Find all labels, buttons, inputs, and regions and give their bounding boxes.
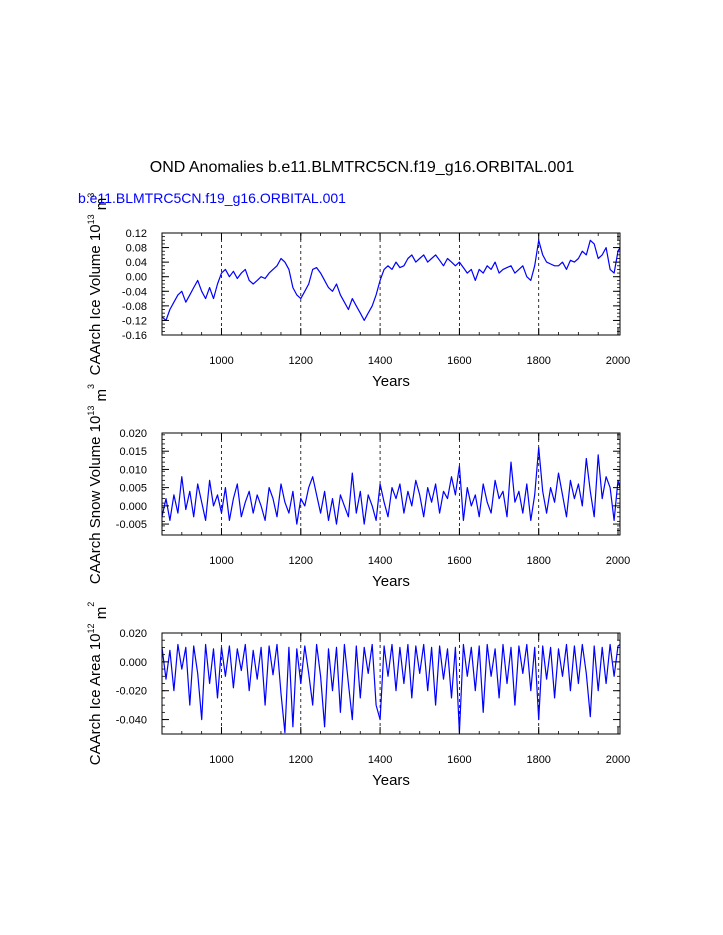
y-axis-label: CAArch Ice Volume 1013 m3 bbox=[86, 193, 110, 376]
series-line-ice-area bbox=[161, 643, 621, 734]
y-axis-label-part: 13 bbox=[86, 406, 96, 416]
y-axis-label: CAArch Snow Volume 1013 m3 bbox=[86, 384, 110, 584]
y-tick-label: -0.12 bbox=[122, 315, 147, 327]
x-tick-label: 1600 bbox=[447, 355, 471, 367]
y-tick-label: 0.000 bbox=[119, 657, 147, 669]
figure-title: OND Anomalies b.e11.BLMTRC5CN.f19_g16.OR… bbox=[150, 159, 575, 176]
x-tick-label: 1000 bbox=[209, 754, 233, 766]
y-axis-label: CAArch Ice Area 1012 m2 bbox=[86, 602, 110, 765]
plot-frame bbox=[161, 232, 621, 336]
y-tick-label: -0.08 bbox=[122, 301, 147, 313]
x-axis-label: Years bbox=[372, 772, 410, 789]
x-tick-label: 1800 bbox=[526, 754, 550, 766]
y-tick-label: 0.010 bbox=[119, 464, 147, 476]
y-axis-label-part: 2 bbox=[86, 602, 96, 607]
x-tick-label: 2000 bbox=[606, 555, 630, 567]
y-axis-label-part: CAArch Ice Volume 10 bbox=[87, 224, 104, 375]
x-tick-label: 2000 bbox=[606, 754, 630, 766]
y-axis-label-part: 3 bbox=[86, 193, 96, 198]
y-tick-label: 0.04 bbox=[126, 257, 147, 269]
y-axis-label-part: m bbox=[93, 607, 110, 624]
y-tick-label: -0.040 bbox=[116, 715, 147, 727]
x-tick-label: 1800 bbox=[526, 355, 550, 367]
x-tick-label: 1600 bbox=[447, 555, 471, 567]
y-tick-label: 0.000 bbox=[119, 501, 147, 513]
x-tick-label: 1800 bbox=[526, 555, 550, 567]
chart-panel-2: 1000 1200 1400 1600 1800 2000 -0.005 0.000 0.005… bbox=[86, 384, 630, 590]
y-tick-label: 0.020 bbox=[119, 628, 147, 640]
x-tick-label: 1400 bbox=[368, 555, 392, 567]
x-tick-label: 2000 bbox=[606, 355, 630, 367]
x-tick-label: 1600 bbox=[447, 754, 471, 766]
chart-panels: 1000 1200 1400 1600 1800 2000 -0.16 -0.12 -0.08 -… bbox=[86, 193, 630, 789]
figure-subtitle: b.e11.BLMTRC5CN.f19_g16.ORBITAL.001 bbox=[78, 190, 346, 206]
series-line-snow-volume bbox=[161, 447, 621, 525]
chart-panel-3: 1000 1200 1400 1600 1800 2000 -0.040 -0.020 0.00… bbox=[86, 602, 630, 789]
x-tick-label: 1000 bbox=[209, 555, 233, 567]
y-axis-label-part: m bbox=[93, 198, 110, 215]
y-axis-label-part: m bbox=[93, 389, 110, 406]
series-line-ice-volume bbox=[161, 239, 621, 321]
y-tick-label: 0.08 bbox=[126, 243, 147, 255]
y-tick-label: -0.04 bbox=[122, 286, 147, 298]
y-axis-label-part: 13 bbox=[86, 214, 96, 224]
y-axis-label-part: 12 bbox=[86, 623, 96, 633]
y-tick-label: -0.005 bbox=[116, 519, 147, 531]
x-tick-label: 1400 bbox=[368, 355, 392, 367]
plot-frame bbox=[161, 432, 621, 536]
y-axis-label-part: 3 bbox=[86, 384, 96, 389]
chart-panel-1: 1000 1200 1400 1600 1800 2000 -0.16 -0.12 -0.08 -… bbox=[86, 193, 630, 390]
y-tick-label: -0.020 bbox=[116, 686, 147, 698]
x-tick-label: 1000 bbox=[209, 355, 233, 367]
y-tick-label: 0.015 bbox=[119, 446, 147, 458]
y-axis-label-part: CAArch Snow Volume 10 bbox=[87, 416, 104, 584]
x-tick-label: 1200 bbox=[289, 355, 313, 367]
y-tick-label: 0.00 bbox=[126, 272, 147, 284]
x-tick-label: 1200 bbox=[289, 555, 313, 567]
x-tick-label: 1200 bbox=[289, 754, 313, 766]
y-axis-label-part: CAArch Ice Area 10 bbox=[87, 633, 104, 765]
x-axis-label: Years bbox=[372, 573, 410, 590]
y-tick-label: -0.16 bbox=[122, 330, 147, 342]
x-tick-label: 1400 bbox=[368, 754, 392, 766]
x-axis-label: Years bbox=[372, 373, 410, 390]
y-tick-label: 0.005 bbox=[119, 483, 147, 495]
y-tick-label: 0.020 bbox=[119, 428, 147, 440]
y-tick-label: 0.12 bbox=[126, 228, 147, 240]
